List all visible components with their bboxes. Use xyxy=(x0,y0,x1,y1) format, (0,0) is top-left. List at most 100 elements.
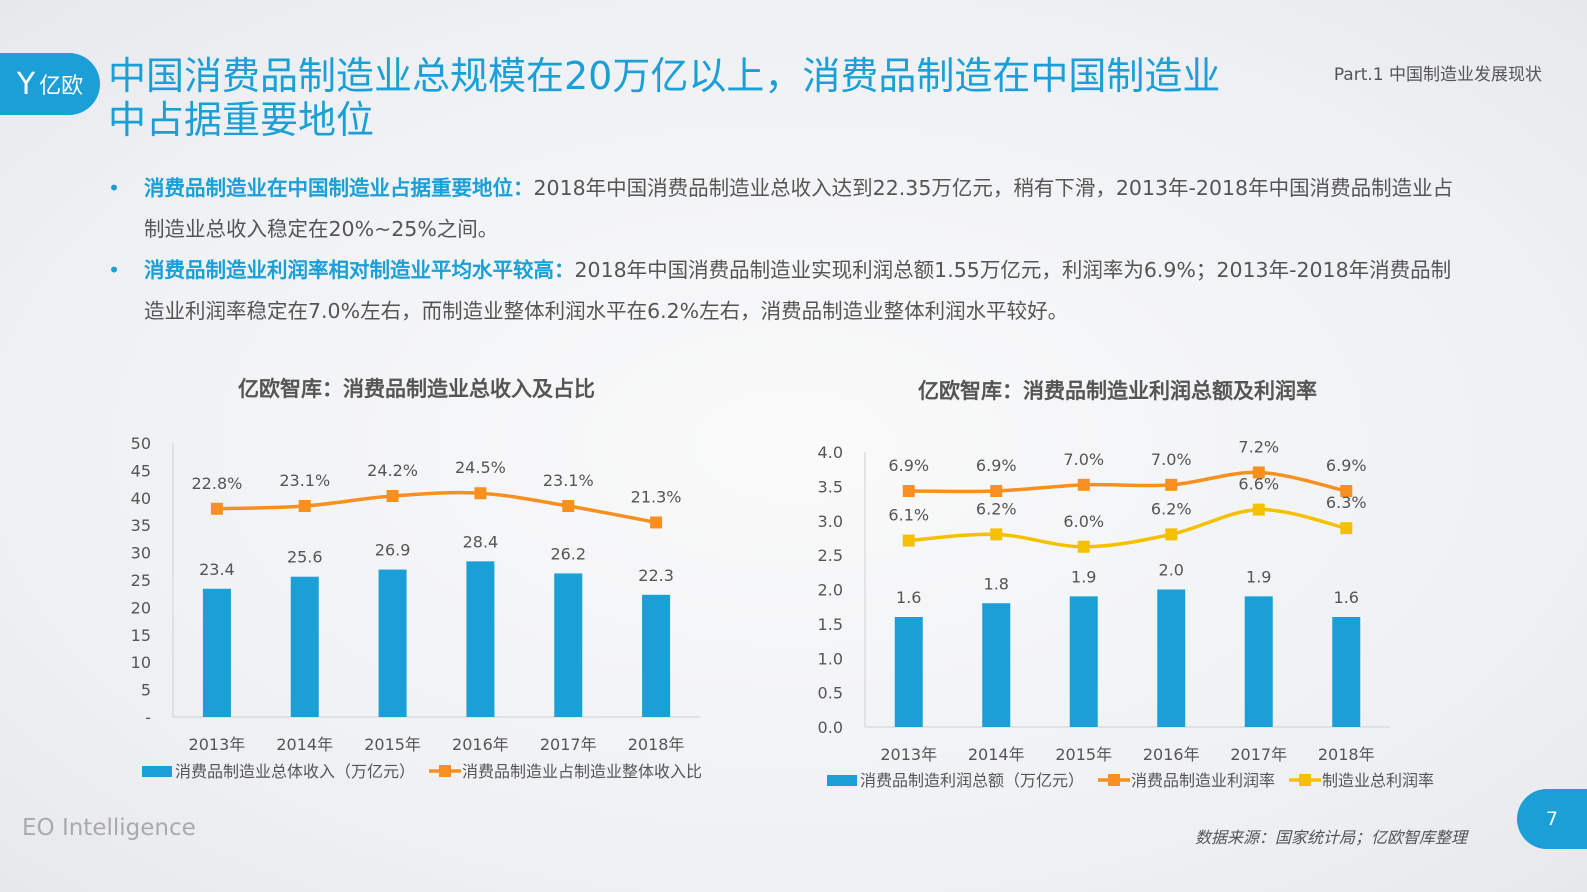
data-source: 数据来源：国家统计局；亿欧智库整理 xyxy=(1194,828,1467,847)
line-marker xyxy=(1252,503,1265,516)
line-data-label: 7.0% xyxy=(1063,450,1104,469)
x-tick-label: 2015年 xyxy=(1055,745,1112,764)
x-tick-label: 2013年 xyxy=(189,735,246,754)
x-tick-label: 2016年 xyxy=(1143,745,1200,764)
y-tick-label: 40 xyxy=(131,489,151,508)
line-marker xyxy=(990,528,1003,541)
line-marker xyxy=(474,487,487,500)
line-marker xyxy=(210,502,223,515)
line-data-label: 23.1% xyxy=(279,471,330,490)
bar-data-label: 26.2 xyxy=(550,544,586,563)
series-line xyxy=(216,490,657,525)
bullet-heading: 消费品制造业利润率相对制造业平均水平较高： xyxy=(144,258,575,282)
line-marker xyxy=(1077,540,1090,553)
bar xyxy=(1069,596,1098,727)
bullet-text: 2018年中国消费品制造业实现利润总额1.55万亿元，利润率为6.9%；2013… xyxy=(144,258,1452,323)
line-data-label: 7.2% xyxy=(1238,437,1279,456)
bar-data-label: 2.0 xyxy=(1159,561,1184,580)
bar-data-label: 23.4 xyxy=(199,560,235,579)
bar-data-label: 22.3 xyxy=(638,566,674,585)
line-data-label: 7.0% xyxy=(1151,450,1192,469)
legend-marker-icon xyxy=(1108,774,1121,786)
chart-title-right: 亿欧智库：消费品制造业利润总额及利润率 xyxy=(918,379,1317,403)
x-tick-label: 2015年 xyxy=(364,735,421,754)
bullet-dot-icon: • xyxy=(108,258,121,282)
bar-data-label: 28.4 xyxy=(463,532,499,551)
logo: Y 亿欧 xyxy=(0,53,100,115)
line-data-label: 6.9% xyxy=(976,456,1017,475)
y-tick-label: 2.5 xyxy=(818,546,843,565)
logo-y-icon: Y xyxy=(16,66,36,102)
x-tick-label: 2017年 xyxy=(540,735,597,754)
line-marker xyxy=(990,485,1003,498)
line-data-label: 21.3% xyxy=(631,487,682,506)
bar xyxy=(202,588,231,717)
bar-data-label: 1.9 xyxy=(1071,567,1096,586)
y-tick-label: 30 xyxy=(131,544,151,563)
y-tick-label: 3.5 xyxy=(818,477,843,496)
bullet-dot-icon: • xyxy=(108,176,121,200)
bar-data-label: 25.6 xyxy=(287,548,323,567)
series-line xyxy=(908,507,1347,549)
line-marker xyxy=(298,500,311,513)
y-tick-label: 10 xyxy=(131,653,151,672)
line-marker xyxy=(1165,528,1178,541)
line-data-label: 6.9% xyxy=(888,456,929,475)
bullet-text: 2018年中国消费品制造业总收入达到22.35万亿元，稍有下滑，2013年-20… xyxy=(144,176,1454,241)
bar xyxy=(982,603,1011,727)
line-marker xyxy=(1077,478,1090,491)
line-marker xyxy=(1252,466,1265,479)
legend-label: 消费品制造利润总额（万亿元） xyxy=(860,771,1084,790)
bar-data-label: 1.9 xyxy=(1246,567,1271,586)
line-data-label: 23.1% xyxy=(543,471,594,490)
profit-chart: 0.0 0.5 1.0 1.5 2.0 2.5 3.0 3.5 4.0 2013年 2014年 201… xyxy=(818,437,1435,790)
section-label: Part.1 中国制造业发展现状 xyxy=(1333,65,1542,85)
legend-marker-icon xyxy=(439,765,452,777)
x-tick-label: 2018年 xyxy=(1318,745,1375,764)
y-tick-label: 25 xyxy=(131,571,151,590)
bar xyxy=(894,617,923,727)
line-data-label: 6.9% xyxy=(1326,456,1367,475)
legend-label: 消费品制造业总体收入（万亿元） xyxy=(175,762,415,781)
line-data-label: 24.2% xyxy=(367,461,418,480)
x-tick-label: 2014年 xyxy=(968,745,1025,764)
line-marker xyxy=(902,534,915,547)
y-tick-label: 0.5 xyxy=(818,684,843,703)
y-tick-label: 20 xyxy=(131,598,151,617)
y-tick-label: 50 xyxy=(131,434,151,453)
legend-label: 制造业总利润率 xyxy=(1322,771,1434,790)
x-tick-label: 2014年 xyxy=(276,735,333,754)
bar xyxy=(1332,617,1361,727)
bar-data-label: 1.6 xyxy=(896,588,921,607)
revenue-chart: - 5 10 15 20 25 30 35 40 45 50 2013年 2014年 2015年 2016年… xyxy=(131,434,702,781)
y-tick-label: 2.0 xyxy=(818,581,843,600)
x-tick-label: 2018年 xyxy=(628,735,685,754)
line-marker xyxy=(1340,485,1353,498)
bar xyxy=(290,576,319,717)
legend-label: 消费品制造业占制造业整体收入比 xyxy=(462,762,702,781)
bullet-1: • 消费品制造业在中国制造业占据重要地位：2018年中国消费品制造业总收入达到22… xyxy=(108,168,1468,250)
line-marker xyxy=(1165,478,1178,491)
page-number: 7 xyxy=(1517,789,1587,849)
line-data-label: 6.0% xyxy=(1063,512,1104,531)
bar xyxy=(554,573,583,717)
bar xyxy=(378,569,407,717)
bar xyxy=(466,561,495,717)
line-data-label: 22.8% xyxy=(192,474,243,493)
line-data-label: 6.2% xyxy=(1151,499,1192,518)
line-data-label: 6.2% xyxy=(976,499,1017,518)
x-tick-label: 2017年 xyxy=(1230,745,1287,764)
legend-bar-icon xyxy=(827,775,857,786)
line-data-label: 6.3% xyxy=(1326,493,1367,512)
chart-title-left: 亿欧智库：消费品制造业总收入及占比 xyxy=(238,377,595,401)
x-tick-label: 2016年 xyxy=(452,735,509,754)
y-tick-label: 1.0 xyxy=(818,649,843,668)
line-marker xyxy=(1340,522,1353,535)
line-data-label: 24.5% xyxy=(455,458,506,477)
footer-brand: EO Intelligence xyxy=(22,815,196,841)
logo-text: 亿欧 xyxy=(39,74,84,99)
legend-label: 消费品制造业利润率 xyxy=(1131,771,1275,790)
y-tick-label: 35 xyxy=(131,516,151,535)
line-marker xyxy=(902,485,915,498)
y-tick-label: 4.0 xyxy=(818,443,843,462)
